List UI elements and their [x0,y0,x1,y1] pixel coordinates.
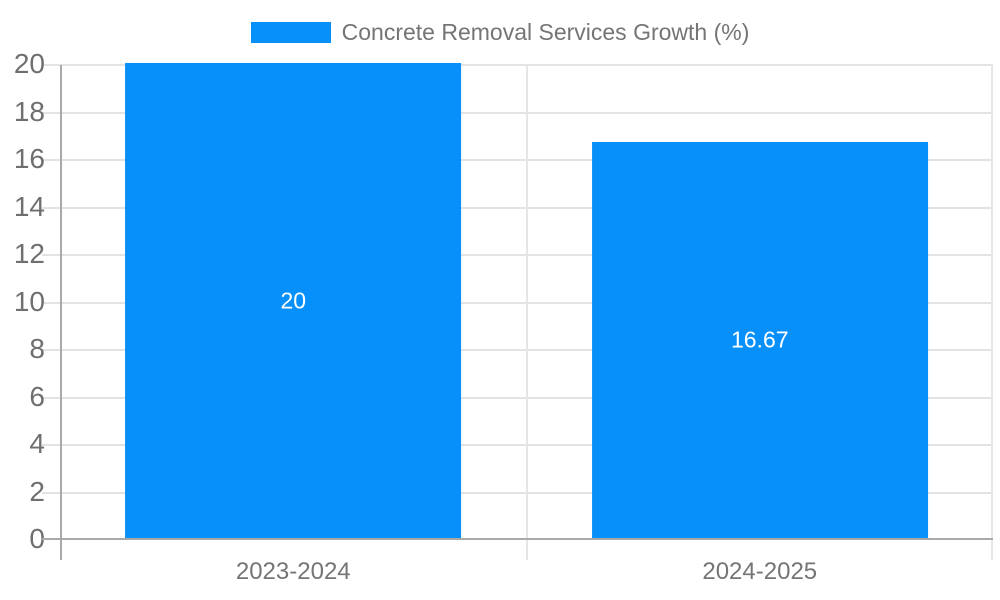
plot-area: 0 2 4 6 8 10 12 14 16 18 20 20 2023-2024 16.67 2024-20… [14,49,993,585]
x-axis-line [42,538,993,540]
y-tick-label: 20 [13,47,45,79]
y-tick-label: 18 [13,95,45,127]
y-tick-label: 4 [29,427,45,459]
y-tick [42,206,60,209]
y-tick-label: 8 [29,332,45,364]
y-tick [42,64,60,66]
bar-value-label: 16.67 [730,326,789,353]
y-tick [42,254,60,256]
x-tick-label: 2024-2025 [702,558,818,585]
y-tick-label: 14 [13,190,45,222]
y-tick [42,111,60,114]
y-axis-line [60,65,62,560]
legend[interactable]: Concrete Removal Services Growth (%) [0,19,1000,45]
y-tick-label: 6 [29,380,45,412]
y-tick-label: 10 [13,285,45,317]
y-tick-label: 0 [29,522,45,554]
legend-swatch [250,21,331,43]
y-tick [42,444,60,446]
y-tick [42,396,60,399]
bar[interactable]: 16.67 [591,142,928,538]
y-tick [42,491,60,494]
y-tick-label: 16 [13,142,45,174]
y-tick [42,159,60,161]
y-tick [42,349,60,351]
x-tick-label: 2023-2024 [235,558,351,585]
y-tick-label: 2 [29,475,45,507]
plot-right-border [991,65,993,560]
bar-value-label: 20 [280,287,307,313]
bar[interactable]: 20 [125,63,462,538]
y-tick-label: 12 [13,237,45,269]
category-divider [525,65,528,560]
legend-label: Concrete Removal Services Growth (%) [341,18,750,45]
y-tick [42,301,60,304]
